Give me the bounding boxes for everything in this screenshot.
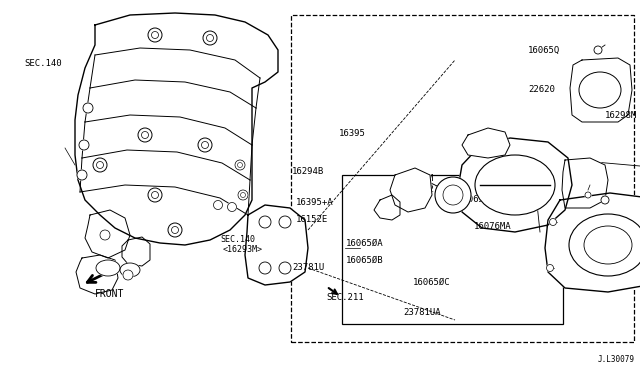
Text: FRONT: FRONT xyxy=(95,289,124,299)
Ellipse shape xyxy=(584,226,632,264)
Ellipse shape xyxy=(475,155,555,215)
Polygon shape xyxy=(462,128,510,158)
Text: 23781U: 23781U xyxy=(292,263,324,272)
Circle shape xyxy=(83,103,93,113)
Polygon shape xyxy=(245,205,308,285)
Polygon shape xyxy=(545,193,640,292)
Circle shape xyxy=(79,140,89,150)
Ellipse shape xyxy=(96,260,120,276)
Circle shape xyxy=(148,188,162,202)
Polygon shape xyxy=(562,158,608,208)
Polygon shape xyxy=(122,237,150,266)
Text: 16065Q: 16065Q xyxy=(528,46,560,55)
Text: 23781UA: 23781UA xyxy=(404,308,441,317)
Circle shape xyxy=(259,262,271,274)
Circle shape xyxy=(138,128,152,142)
Text: 16065ØA: 16065ØA xyxy=(346,239,383,248)
Circle shape xyxy=(203,31,217,45)
Text: 16395+A: 16395+A xyxy=(296,198,334,207)
Text: 16395: 16395 xyxy=(339,129,366,138)
Circle shape xyxy=(279,216,291,228)
Circle shape xyxy=(148,28,162,42)
Circle shape xyxy=(601,196,609,204)
Polygon shape xyxy=(75,13,278,245)
Text: J.L30079: J.L30079 xyxy=(598,355,635,364)
Text: 16076M: 16076M xyxy=(402,174,434,183)
Text: 16065ØB: 16065ØB xyxy=(346,256,383,265)
Circle shape xyxy=(123,270,133,280)
Ellipse shape xyxy=(579,72,621,108)
Circle shape xyxy=(238,190,248,200)
Bar xyxy=(291,15,634,342)
Circle shape xyxy=(198,138,212,152)
Polygon shape xyxy=(76,255,118,294)
Polygon shape xyxy=(458,138,572,232)
Text: 16152E: 16152E xyxy=(296,215,328,224)
Text: 16298M: 16298M xyxy=(605,111,637,120)
Circle shape xyxy=(259,216,271,228)
Text: 16076MA: 16076MA xyxy=(474,222,511,231)
Circle shape xyxy=(168,223,182,237)
Text: 22620: 22620 xyxy=(528,85,555,94)
Text: 16292: 16292 xyxy=(611,235,637,244)
Circle shape xyxy=(77,170,87,180)
Circle shape xyxy=(585,192,591,198)
Polygon shape xyxy=(85,210,130,258)
Text: 16065ØA: 16065ØA xyxy=(458,195,495,203)
Circle shape xyxy=(100,230,110,240)
Text: SEC.140: SEC.140 xyxy=(24,59,62,68)
Text: SEC.140: SEC.140 xyxy=(221,235,256,244)
Circle shape xyxy=(93,158,107,172)
Text: SEC.211: SEC.211 xyxy=(326,293,364,302)
Circle shape xyxy=(435,177,471,213)
Circle shape xyxy=(279,262,291,274)
Polygon shape xyxy=(570,58,632,122)
Ellipse shape xyxy=(569,214,640,276)
Circle shape xyxy=(594,46,602,54)
Text: <16293M>: <16293M> xyxy=(223,245,262,254)
Ellipse shape xyxy=(120,263,140,277)
Circle shape xyxy=(214,201,223,209)
Polygon shape xyxy=(374,195,400,220)
Circle shape xyxy=(235,160,245,170)
Text: 16294B: 16294B xyxy=(292,167,324,176)
Bar xyxy=(342,175,563,324)
Text: 16065ØC: 16065ØC xyxy=(413,278,451,287)
Circle shape xyxy=(550,218,557,225)
Circle shape xyxy=(547,264,554,272)
Text: SEC.211: SEC.211 xyxy=(407,185,445,194)
Circle shape xyxy=(227,202,237,212)
Polygon shape xyxy=(390,168,432,212)
